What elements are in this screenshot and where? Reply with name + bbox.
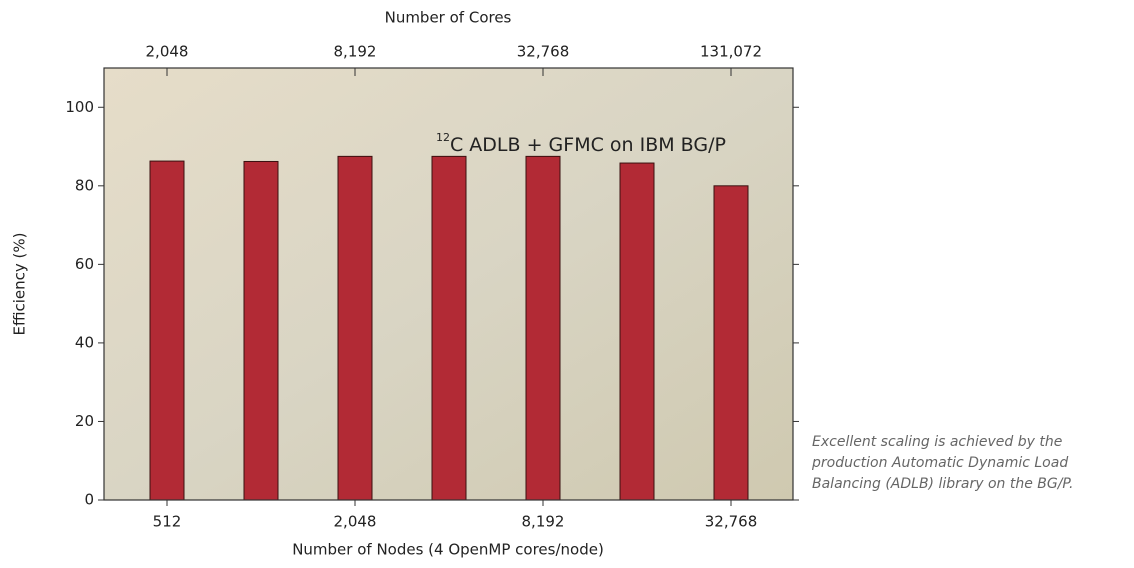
bar	[149, 160, 185, 501]
y-axis-title: Efficiency (%)	[11, 233, 29, 336]
bar	[431, 155, 467, 501]
annotation: 12C ADLB + GFMC on IBM BG/P	[436, 131, 726, 156]
y-tick-label: 20	[75, 412, 94, 430]
y-tick-label: 40	[75, 333, 94, 351]
bar	[337, 155, 373, 501]
x-tick-label: 32,768	[705, 513, 758, 531]
annotation-superscript: 12	[436, 131, 450, 144]
y-tick-label: 60	[75, 255, 94, 273]
bar	[713, 185, 749, 501]
y-tick-label: 100	[65, 98, 94, 116]
y-tick-label: 0	[84, 491, 94, 509]
top-tick-label: 131,072	[700, 43, 762, 61]
top-axis-title: Number of Cores	[385, 9, 512, 27]
top-tick-label: 32,768	[517, 43, 570, 61]
x-tick-label: 512	[153, 513, 182, 531]
plot-frame	[103, 67, 794, 501]
x-tick-label: 8,192	[522, 513, 565, 531]
bar	[619, 162, 655, 501]
y-tick-label: 80	[75, 176, 94, 194]
top-tick-label: 2,048	[146, 43, 189, 61]
top-tick-label: 8,192	[334, 43, 377, 61]
bar	[243, 160, 279, 501]
annotation-text: C ADLB + GFMC on IBM BG/P	[450, 134, 726, 156]
x-axis-title: Number of Nodes (4 OpenMP cores/node)	[292, 541, 604, 559]
bar	[525, 155, 561, 501]
caption: Excellent scaling is achieved by the pro…	[812, 434, 1074, 492]
x-tick-label: 2,048	[334, 513, 377, 531]
